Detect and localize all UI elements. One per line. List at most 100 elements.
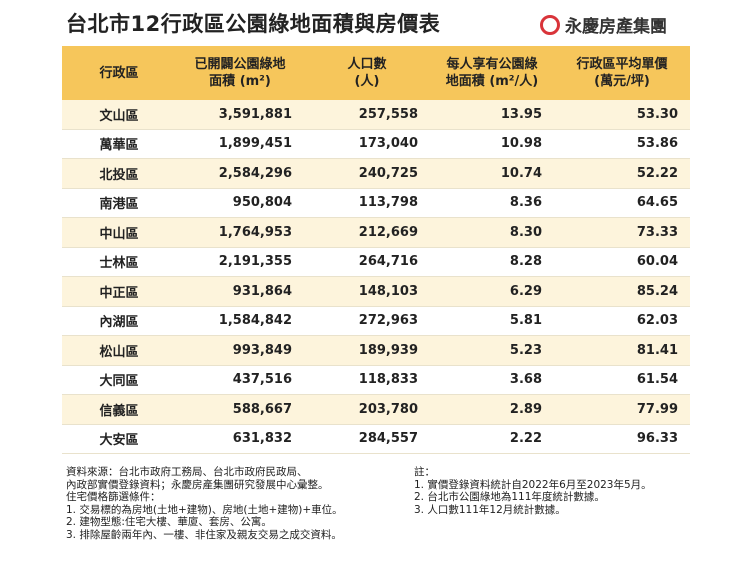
value-cell: 85.24 [554,276,690,307]
district-cell: 信義區 [62,394,176,425]
header-line: 行政區平均單價 [576,57,668,72]
district-cell: 大同區 [62,365,176,395]
value-cell: 1,764,953 [176,217,304,248]
value-cell: 81.41 [554,335,690,366]
note-line: 2. 台北市公園綠地為111年度統計數據。 [414,491,605,503]
table-row: 松山區 993,849 189,939 5.23 81.41 [62,335,690,366]
table-row: 中正區 931,864 148,103 6.29 85.24 [62,276,690,307]
value-cell: 1,584,842 [176,306,304,336]
header-line: 地面積 (m²/人) [445,74,539,89]
value-cell: 10.98 [430,129,554,159]
value-cell: 53.86 [554,129,690,159]
column-header: 行政區平均單價 (萬元/坪) [554,46,690,100]
value-cell: 113,798 [304,188,430,218]
value-cell: 203,780 [304,394,430,425]
table-row: 文山區 3,591,881 257,558 13.95 53.30 [62,100,690,130]
notes-right: 註： 1. 實價登錄資料統計自2022年6月至2023年5月。 2. 台北市公園綠地… [414,466,652,516]
value-cell: 588,667 [176,394,304,425]
value-cell: 264,716 [304,247,430,277]
value-cell: 10.74 [430,158,554,189]
table-row: 萬華區 1,899,451 173,040 10.98 53.86 [62,129,690,159]
header-line: (人) [354,74,380,89]
district-cell: 士林區 [62,247,176,277]
value-cell: 631,832 [176,424,304,454]
value-cell: 3.68 [430,365,554,395]
district-cell: 文山區 [62,100,176,130]
header-line: 面積 (m²) [209,74,271,89]
district-cell: 南港區 [62,188,176,218]
district-cell: 北投區 [62,158,176,189]
value-cell: 13.95 [430,100,554,130]
value-cell: 60.04 [554,247,690,277]
value-cell: 173,040 [304,129,430,159]
value-cell: 240,725 [304,158,430,189]
table-row: 大同區 437,516 118,833 3.68 61.54 [62,365,690,395]
table-row: 士林區 2,191,355 264,716 8.28 60.04 [62,247,690,277]
header-row: 行政區 已開闢公園綠地 面積 (m²) 人口數 (人) 每人享有公園綠 地面積 (m²/人)… [62,46,690,100]
value-cell: 8.30 [430,217,554,248]
value-cell: 2,191,355 [176,247,304,277]
logo: 永慶房產集團 [540,12,667,37]
district-cell: 萬華區 [62,129,176,159]
note-line: 1. 實價登錄資料統計自2022年6月至2023年5月。 [414,478,652,491]
column-header: 已開闢公園綠地 面積 (m²) [176,46,304,100]
note-line: 2. 建物型態:住宅大樓、華廈、套房、公寓。 [66,516,272,528]
value-cell: 6.29 [430,276,554,307]
value-cell: 931,864 [176,276,304,307]
notes-left: 資料來源：台北市政府工務局、台北市政府民政局、 內政部實價登錄資料；永慶房產集團研… [66,466,343,541]
table-row: 內湖區 1,584,842 272,963 5.81 62.03 [62,306,690,336]
value-cell: 272,963 [304,306,430,336]
value-cell: 61.54 [554,365,690,395]
table-row: 信義區 588,667 203,780 2.89 77.99 [62,394,690,425]
value-cell: 96.33 [554,424,690,454]
note-line: 內政部實價登錄資料；永慶房產集團研究發展中心彙整。 [66,478,329,491]
value-cell: 5.23 [430,335,554,366]
value-cell: 284,557 [304,424,430,454]
header-line: 已開闢公園綠地 [194,57,286,72]
district-cell: 中山區 [62,217,176,248]
value-cell: 437,516 [176,365,304,395]
logo-text: 永慶房產集團 [565,17,667,37]
value-cell: 77.99 [554,394,690,425]
value-cell: 2.89 [430,394,554,425]
value-cell: 2,584,296 [176,158,304,189]
table-body: 文山區 3,591,881 257,558 13.95 53.30 萬華區 1,899,45… [62,100,690,454]
note-line: 3. 排除屋齡兩年內、一樓、非住家及親友交易之成交資料。 [66,528,342,541]
header-line: 行政區 [99,65,139,81]
value-cell: 53.30 [554,100,690,130]
note-line: 資料來源：台北市政府工務局、台北市政府民政局、 [66,466,308,478]
value-cell: 118,833 [304,365,430,395]
district-cell: 大安區 [62,424,176,454]
value-cell: 2.22 [430,424,554,454]
note-line: 住宅價格篩選條件： [66,491,161,503]
district-cell: 中正區 [62,276,176,307]
value-cell: 8.36 [430,188,554,218]
value-cell: 52.22 [554,158,690,189]
value-cell: 212,669 [304,217,430,248]
value-cell: 257,558 [304,100,430,130]
note-line: 註： [414,466,435,478]
note-line: 1. 交易標的為房地(土地+建物)、房地(土地+建物)+車位。 [66,503,343,516]
header-line: 每人享有公園綠 [446,57,538,72]
title: 台北市12行政區公園綠地面積與房價表 [66,12,441,36]
value-cell: 950,804 [176,188,304,218]
column-header: 行政區 [62,46,176,100]
logo-mark [540,14,560,35]
header-line: 人口數 [347,57,387,72]
table-row: 南港區 950,804 113,798 8.36 64.65 [62,188,690,218]
table: 行政區 已開闢公園綠地 面積 (m²) 人口數 (人) 每人享有公園綠 地面積 (m²/人)… [62,46,690,454]
value-cell: 148,103 [304,276,430,307]
value-cell: 993,849 [176,335,304,366]
table-row: 中山區 1,764,953 212,669 8.30 73.33 [62,217,690,248]
value-cell: 5.81 [430,306,554,336]
value-cell: 62.03 [554,306,690,336]
value-cell: 1,899,451 [176,129,304,159]
value-cell: 73.33 [554,217,690,248]
table-row: 北投區 2,584,296 240,725 10.74 52.22 [62,158,690,189]
column-header: 每人享有公園綠 地面積 (m²/人) [430,46,554,100]
value-cell: 8.28 [430,247,554,277]
column-header: 人口數 (人) [304,46,430,100]
value-cell: 189,939 [304,335,430,366]
table-row: 大安區 631,832 284,557 2.22 96.33 [62,424,690,454]
